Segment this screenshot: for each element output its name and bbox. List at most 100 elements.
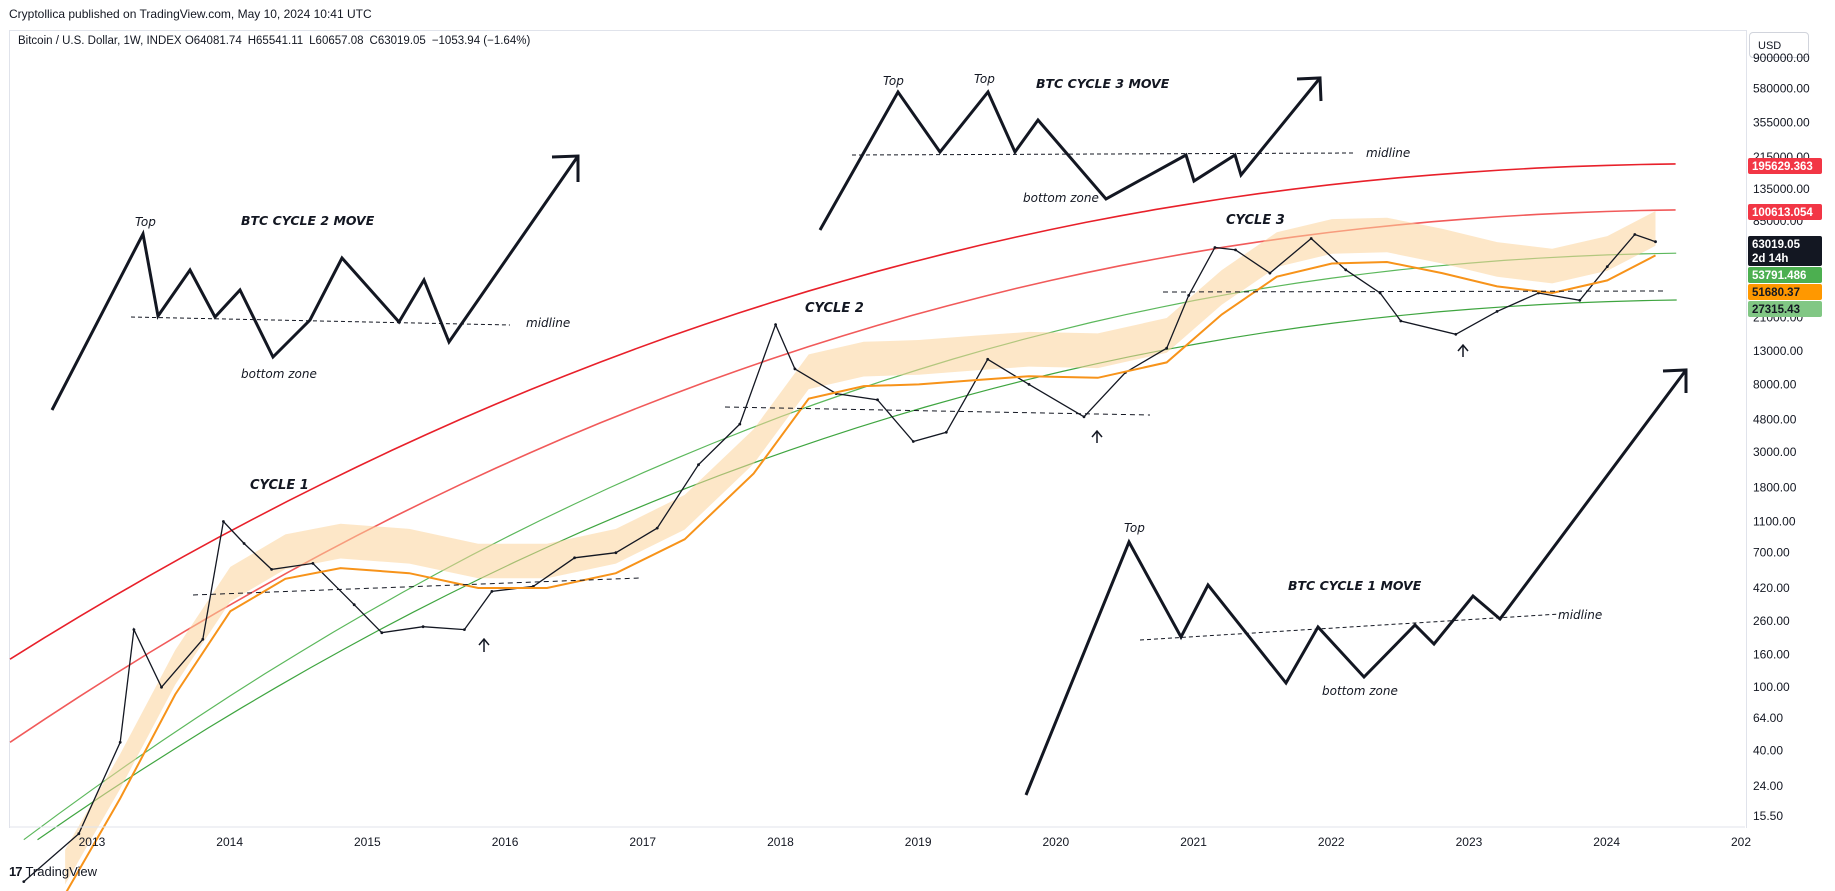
data-point [22, 880, 26, 883]
cycle3-move-path [818, 77, 1322, 231]
data-point [1578, 298, 1582, 302]
data-point [876, 398, 879, 402]
data-point [1234, 248, 1237, 252]
data-point [614, 551, 618, 555]
top-label: Top [135, 215, 156, 229]
x-tick-label: 202 [1731, 835, 1751, 849]
y-tick-label: 900000.00 [1753, 51, 1810, 65]
price-badge-label: 195629.363 [1752, 161, 1813, 173]
data-point [201, 637, 205, 641]
cycle3-midline [1162, 290, 1666, 293]
data-point [77, 832, 81, 836]
cycle-label: CYCLE 2 [805, 301, 864, 316]
y-tick-label: 4800.00 [1753, 413, 1797, 427]
x-tick-label: 2021 [1180, 835, 1207, 849]
data-point [380, 631, 384, 635]
data-point [1268, 271, 1272, 275]
y-tick-label: 15.50 [1753, 809, 1783, 823]
bottom-arrows [478, 343, 1469, 652]
data-point [1378, 291, 1382, 295]
x-tick-label: 2022 [1318, 835, 1345, 849]
y-tick-label: 1100.00 [1753, 515, 1796, 529]
moving-average-line [65, 254, 1656, 891]
band-curve [9, 163, 1676, 660]
price-badge [1748, 301, 1822, 317]
data-point [160, 685, 163, 689]
data-point [132, 628, 136, 631]
x-tick-label: 2017 [629, 835, 656, 849]
move-title: BTC CYCLE 3 MOVE [1036, 76, 1170, 91]
midline-label: midline [1366, 146, 1410, 160]
cycle1-midline [192, 577, 641, 596]
x-tick-label: 2023 [1456, 835, 1483, 849]
cycle1-move-path [1024, 369, 1688, 796]
midline-label: midline [1558, 608, 1602, 622]
x-tick-label: 2015 [354, 835, 381, 849]
data-point [774, 323, 777, 326]
data-point [1633, 233, 1637, 236]
x-tick-label: 2018 [767, 835, 794, 849]
price-badge [1748, 267, 1822, 283]
data-point [1187, 294, 1191, 297]
move-title: BTC CYCLE 1 MOVE [1288, 578, 1422, 593]
symbol-legend: Bitcoin / U.S. Dollar, 1W, INDEX O64081.… [18, 35, 536, 47]
y-tick-label: 100.00 [1753, 680, 1790, 694]
price-badge [1748, 204, 1822, 220]
data-point [911, 440, 915, 443]
y-tick-label: 580000.00 [1753, 81, 1810, 95]
y-tick-label: 355000.00 [1753, 115, 1810, 129]
move-title: BTC CYCLE 2 MOVE [241, 213, 375, 228]
y-tick-label: 1800.00 [1753, 480, 1797, 494]
midline-label: midline [526, 316, 570, 330]
tradingview-logo[interactable]: 17 TradingView [9, 864, 97, 879]
data-point [1344, 268, 1348, 272]
price-badge [1748, 158, 1822, 174]
arrow-up-icon [1091, 429, 1103, 443]
ohlc-change: −1053.94 (−1.64%) [431, 35, 531, 47]
x-tick-label: 2016 [492, 835, 519, 849]
top-label: Top [1124, 521, 1145, 535]
data-point [311, 562, 315, 565]
data-point [242, 542, 246, 545]
ohlc-open: O64081.74 [184, 35, 242, 47]
ohlc-values: O64081.74 H65541.11 L60657.08 C63019.05 −105… [185, 35, 536, 47]
chart-frame [9, 30, 1747, 828]
cycle3-move-arrowhead [1296, 76, 1323, 102]
publisher-line: Cryptollica published on TradingView.com… [9, 7, 372, 21]
x-tick-label: 2024 [1593, 835, 1620, 849]
bottom-zone-label: bottom zone [1322, 684, 1398, 698]
y-tick-label: 8000.00 [1753, 377, 1797, 391]
cycle2-midline [130, 316, 511, 326]
x-tick-label: 2013 [79, 835, 106, 849]
ma-band [65, 211, 1656, 885]
data-point [270, 568, 273, 571]
y-tick-label: 160.00 [1753, 648, 1790, 662]
data-point [697, 463, 700, 467]
data-point [1605, 265, 1609, 268]
data-point [944, 430, 948, 434]
data-point [118, 740, 122, 744]
top-label: Top [883, 74, 904, 88]
tradingview-logo-icon: 17 [9, 864, 23, 879]
y-tick-label: 13000.00 [1753, 344, 1803, 358]
bottom-zone-label: bottom zone [241, 367, 317, 381]
ohlc-close: C63019.05 [369, 35, 426, 47]
log-bands [9, 163, 1677, 841]
data-point [986, 357, 990, 361]
arrow-up-icon [478, 637, 490, 652]
symbol-name[interactable]: Bitcoin / U.S. Dollar, 1W, INDEX [18, 35, 182, 47]
price-badge-label: 63019.05 [1752, 239, 1801, 251]
data-point [1213, 246, 1217, 249]
band-curve [9, 209, 1676, 743]
ohlc-low: L60657.08 [309, 35, 364, 47]
currency-button[interactable]: USD [1749, 32, 1809, 58]
price-badge-label: 51680.37 [1752, 287, 1800, 299]
price-series [22, 233, 1657, 891]
band-curve [37, 299, 1677, 841]
data-point [1654, 240, 1657, 244]
data-point [1495, 310, 1499, 313]
x-axis: 2013 2014 2015 2016 2017 2018 2019 2020 2021 2022… [10, 826, 1751, 849]
data-point [421, 625, 425, 629]
cycle3-midline [851, 152, 1354, 156]
